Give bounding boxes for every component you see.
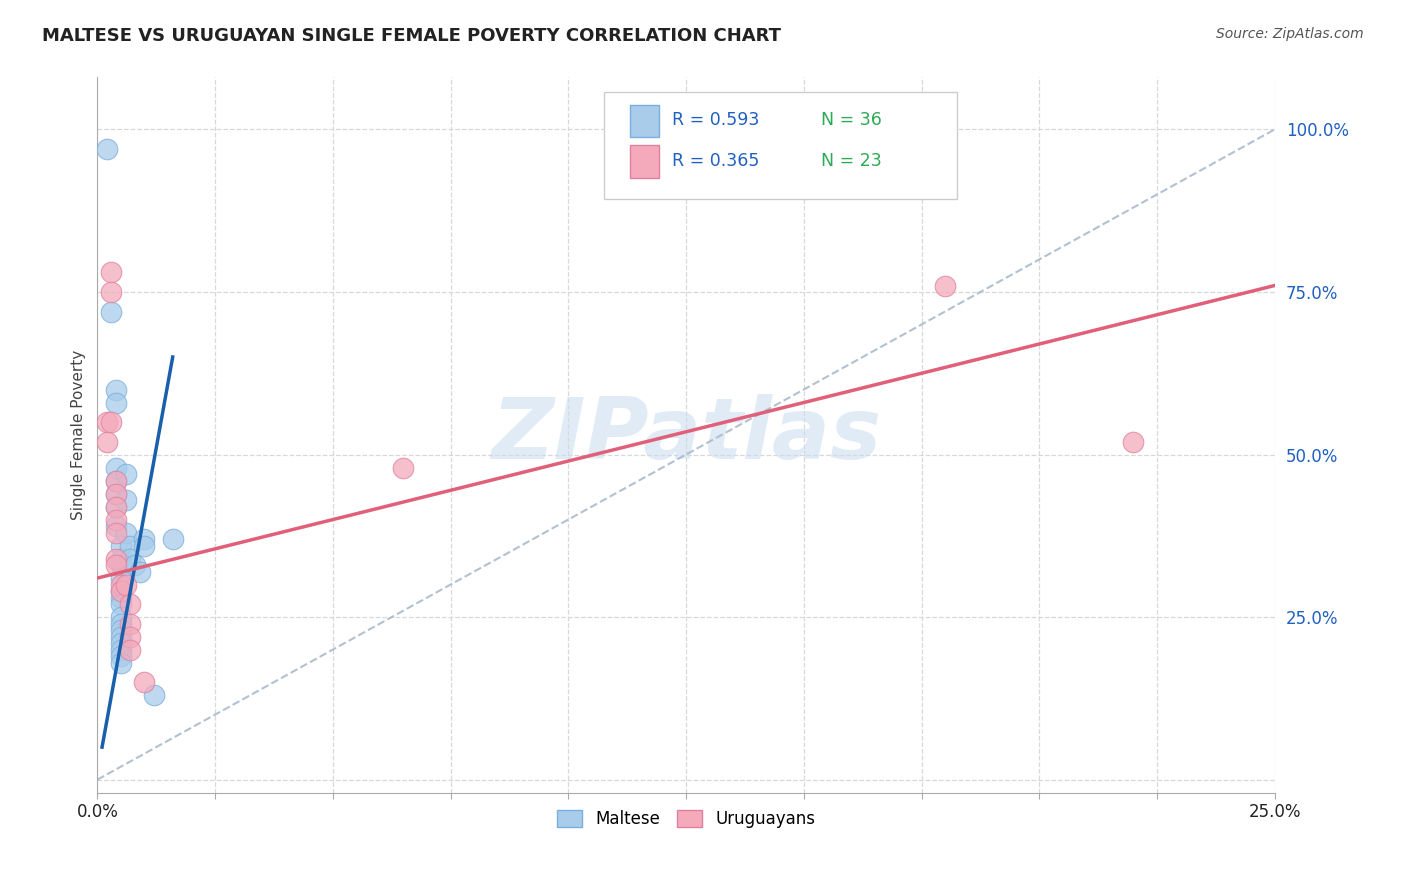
Point (96, 434, 118, 449)
Point (110, 539, 132, 553)
Point (162, 532, 184, 546)
Point (105, 558, 128, 573)
Point (142, 688, 165, 702)
Point (110, 597, 132, 611)
Point (110, 584, 132, 599)
Point (114, 525, 136, 540)
Point (120, 539, 142, 553)
Point (392, 460, 415, 475)
Point (105, 460, 128, 475)
Point (100, 304, 122, 318)
Point (110, 642, 132, 657)
Point (105, 500, 128, 514)
Point (114, 577, 136, 591)
Point (124, 558, 146, 573)
Point (100, 265, 122, 279)
Point (96, 415, 118, 429)
Point (120, 551, 142, 566)
Point (134, 532, 156, 546)
Point (110, 584, 132, 599)
Point (110, 616, 132, 631)
Point (128, 565, 150, 579)
Point (105, 512, 128, 526)
Point (120, 642, 142, 657)
Point (110, 610, 132, 624)
Point (110, 623, 132, 637)
Point (105, 525, 128, 540)
Point (105, 486, 128, 500)
Point (100, 415, 122, 429)
Point (105, 500, 128, 514)
Point (105, 474, 128, 488)
Point (110, 577, 132, 591)
Point (96, 142, 118, 156)
Point (1122, 434, 1144, 449)
Point (110, 571, 132, 585)
Point (105, 519, 128, 533)
Point (134, 539, 156, 553)
Point (110, 649, 132, 664)
Point (110, 636, 132, 650)
Text: R = 0.593: R = 0.593 (672, 112, 759, 129)
Point (110, 656, 132, 670)
Point (120, 616, 142, 631)
Point (120, 597, 142, 611)
Point (934, 278, 956, 293)
Point (114, 493, 136, 508)
Point (105, 551, 128, 566)
Point (110, 591, 132, 605)
Point (105, 486, 128, 500)
FancyBboxPatch shape (603, 92, 957, 199)
Point (114, 467, 136, 481)
Point (100, 285, 122, 299)
Point (105, 395, 128, 409)
Text: N = 23: N = 23 (821, 153, 882, 170)
Point (105, 383, 128, 397)
Point (110, 630, 132, 644)
Point (699, 122, 721, 136)
Point (134, 675, 156, 690)
Legend: Maltese, Uruguayans: Maltese, Uruguayans (550, 803, 821, 834)
Point (120, 630, 142, 644)
FancyBboxPatch shape (630, 104, 659, 136)
Point (105, 474, 128, 488)
Y-axis label: Single Female Poverty: Single Female Poverty (72, 350, 86, 520)
Text: Source: ZipAtlas.com: Source: ZipAtlas.com (1216, 27, 1364, 41)
Text: R = 0.365: R = 0.365 (672, 153, 759, 170)
FancyBboxPatch shape (630, 145, 659, 178)
Text: ZIPatlas: ZIPatlas (491, 393, 882, 476)
Text: MALTESE VS URUGUAYAN SINGLE FEMALE POVERTY CORRELATION CHART: MALTESE VS URUGUAYAN SINGLE FEMALE POVER… (42, 27, 782, 45)
Text: N = 36: N = 36 (821, 112, 883, 129)
Point (110, 551, 132, 566)
Point (110, 558, 132, 573)
